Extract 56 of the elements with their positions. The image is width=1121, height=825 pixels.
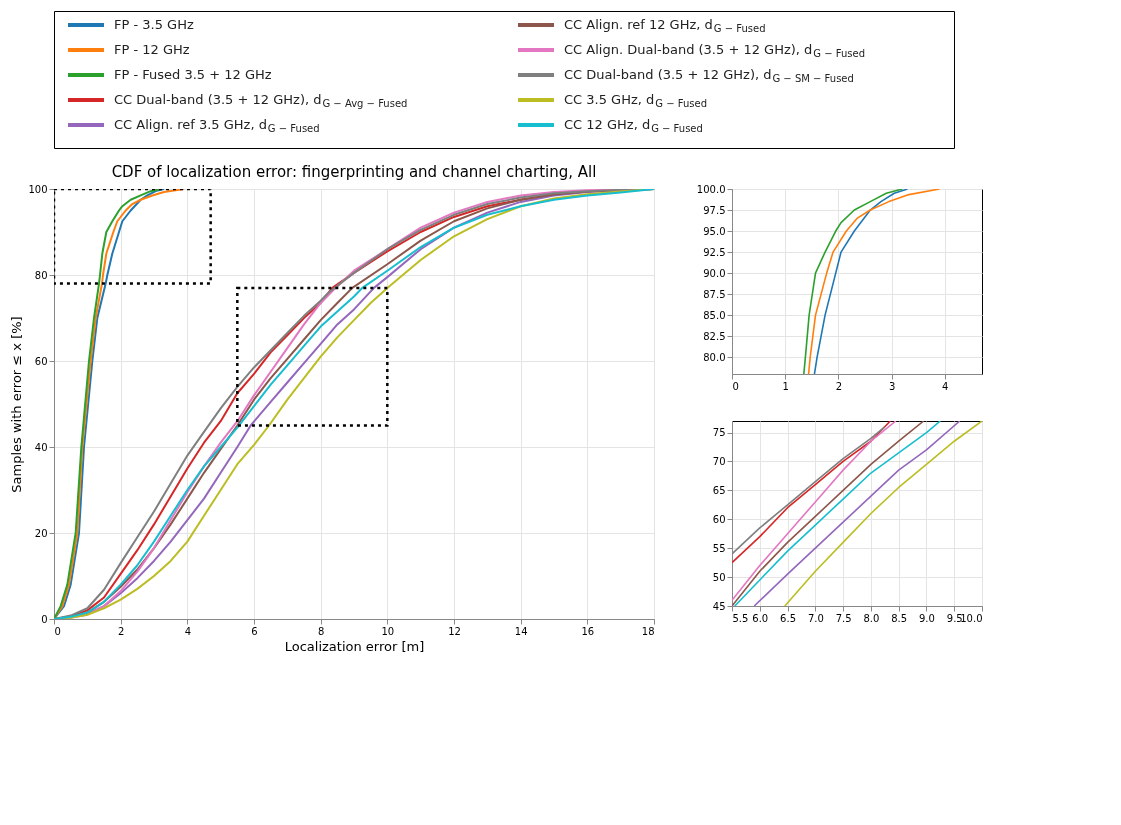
x-tick-label: 10.0 [960, 612, 983, 624]
chart-title: CDF of localization error: fingerprinting and channel charting, All [111, 163, 597, 181]
x-tick-label: 8.5 [891, 612, 908, 624]
y-tick-label: 20 [34, 527, 48, 539]
y-tick-label: 92.5 [703, 246, 726, 258]
y-tick-label: 85.0 [703, 309, 726, 321]
y-tick-label: 82.5 [703, 330, 726, 342]
y-tick-label: 97.5 [703, 204, 726, 216]
x-tick-label: 14 [514, 625, 528, 637]
y-tick-label: 80.0 [703, 351, 726, 363]
y-tick-label: 65 [712, 484, 726, 496]
x-tick-label: 8 [317, 625, 325, 637]
y-tick-label: 100 [28, 183, 48, 195]
x-tick-label: 2 [117, 625, 125, 637]
x-tick-label: 3 [888, 380, 896, 392]
x-tick-label: 4 [942, 380, 949, 392]
x-tick-label: 6.5 [780, 612, 797, 624]
y-tick-label: 70 [712, 455, 726, 467]
x-tick-label: 1 [782, 380, 789, 392]
y-axis-title: Samples with error ≤ x [%] [9, 316, 25, 493]
line-series [807, 189, 941, 374]
y-tick-label: 90.0 [703, 267, 726, 279]
x-tick-label: 7.0 [807, 612, 824, 624]
y-tick-label: 60 [712, 513, 726, 525]
x-tick-label: 4 [184, 625, 192, 637]
line-series [783, 421, 982, 606]
y-tick-label: 55 [712, 542, 726, 554]
x-tick-label: 9.0 [918, 612, 935, 624]
line-series [732, 421, 897, 602]
x-tick-label: 0 [732, 380, 739, 392]
x-tick-label: 7.5 [835, 612, 852, 624]
x-tick-label: 6 [251, 625, 258, 637]
x-axis-title: Localization error [m] [284, 638, 425, 654]
x-tick-label: 10 [381, 625, 395, 637]
legend-label: FP - 3.5 GHz [114, 17, 194, 32]
y-tick-label: 40 [34, 441, 48, 453]
y-tick-label: 87.5 [703, 288, 726, 300]
x-tick-label: 18 [641, 625, 655, 637]
y-tick-label: 80 [34, 269, 48, 281]
legend-label: FP - 12 GHz [114, 42, 190, 57]
x-tick-label: 2 [835, 380, 843, 392]
x-tick-label: 8.0 [863, 612, 880, 624]
y-tick-label: 100.0 [696, 183, 726, 195]
y-tick-label: 75 [712, 427, 726, 439]
x-tick-label: 5.5 [732, 612, 749, 624]
x-tick-label: 0 [54, 625, 61, 637]
x-tick-label: 9.5 [946, 612, 963, 624]
line-series [753, 421, 961, 606]
legend-label: FP - Fused 3.5 + 12 GHz [114, 67, 272, 82]
y-tick-label: 95.0 [703, 225, 726, 237]
x-tick-label: 16 [581, 625, 595, 637]
x-tick-label: 12 [448, 625, 461, 637]
y-tick-label: 60 [34, 355, 48, 367]
x-tick-label: 6.0 [752, 612, 769, 624]
y-tick-label: 45 [712, 600, 726, 612]
y-tick-label: 50 [712, 571, 726, 583]
